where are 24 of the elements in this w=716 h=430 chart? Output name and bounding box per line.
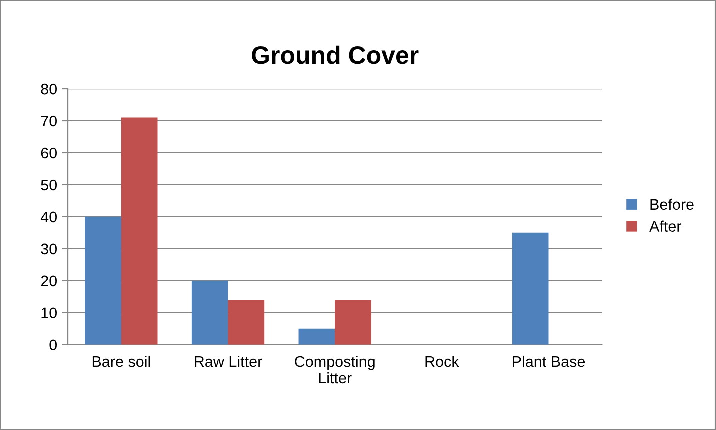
- bar: [335, 300, 372, 345]
- bar: [192, 280, 228, 345]
- bar: [512, 232, 549, 345]
- bar: [298, 328, 336, 345]
- y-tick-label: 60: [41, 148, 58, 159]
- y-tick-label: 0: [50, 340, 58, 351]
- y-tick-label: 70: [41, 116, 58, 127]
- legend-label: Before: [650, 198, 694, 210]
- x-tick-label: Rock: [426, 356, 460, 368]
- x-tick-label: Plant Base: [513, 356, 586, 368]
- y-tick-label: 50: [41, 180, 58, 191]
- y-tick-label: 80: [41, 84, 58, 95]
- chart-title: Ground Cover: [252, 46, 419, 64]
- x-tick-label: Composting Litter: [295, 356, 375, 384]
- y-tick-label: 30: [41, 244, 58, 255]
- x-tick-label: Bare soil: [92, 356, 150, 368]
- y-tick-label: 20: [41, 276, 58, 287]
- y-tick-label: 40: [40, 212, 58, 223]
- legend-label: After: [650, 220, 682, 232]
- x-tick-label: Raw Litter: [195, 356, 262, 368]
- y-tick-label: 10: [42, 308, 58, 319]
- bar: [228, 300, 265, 345]
- bar: [121, 118, 158, 345]
- bar: [85, 216, 122, 345]
